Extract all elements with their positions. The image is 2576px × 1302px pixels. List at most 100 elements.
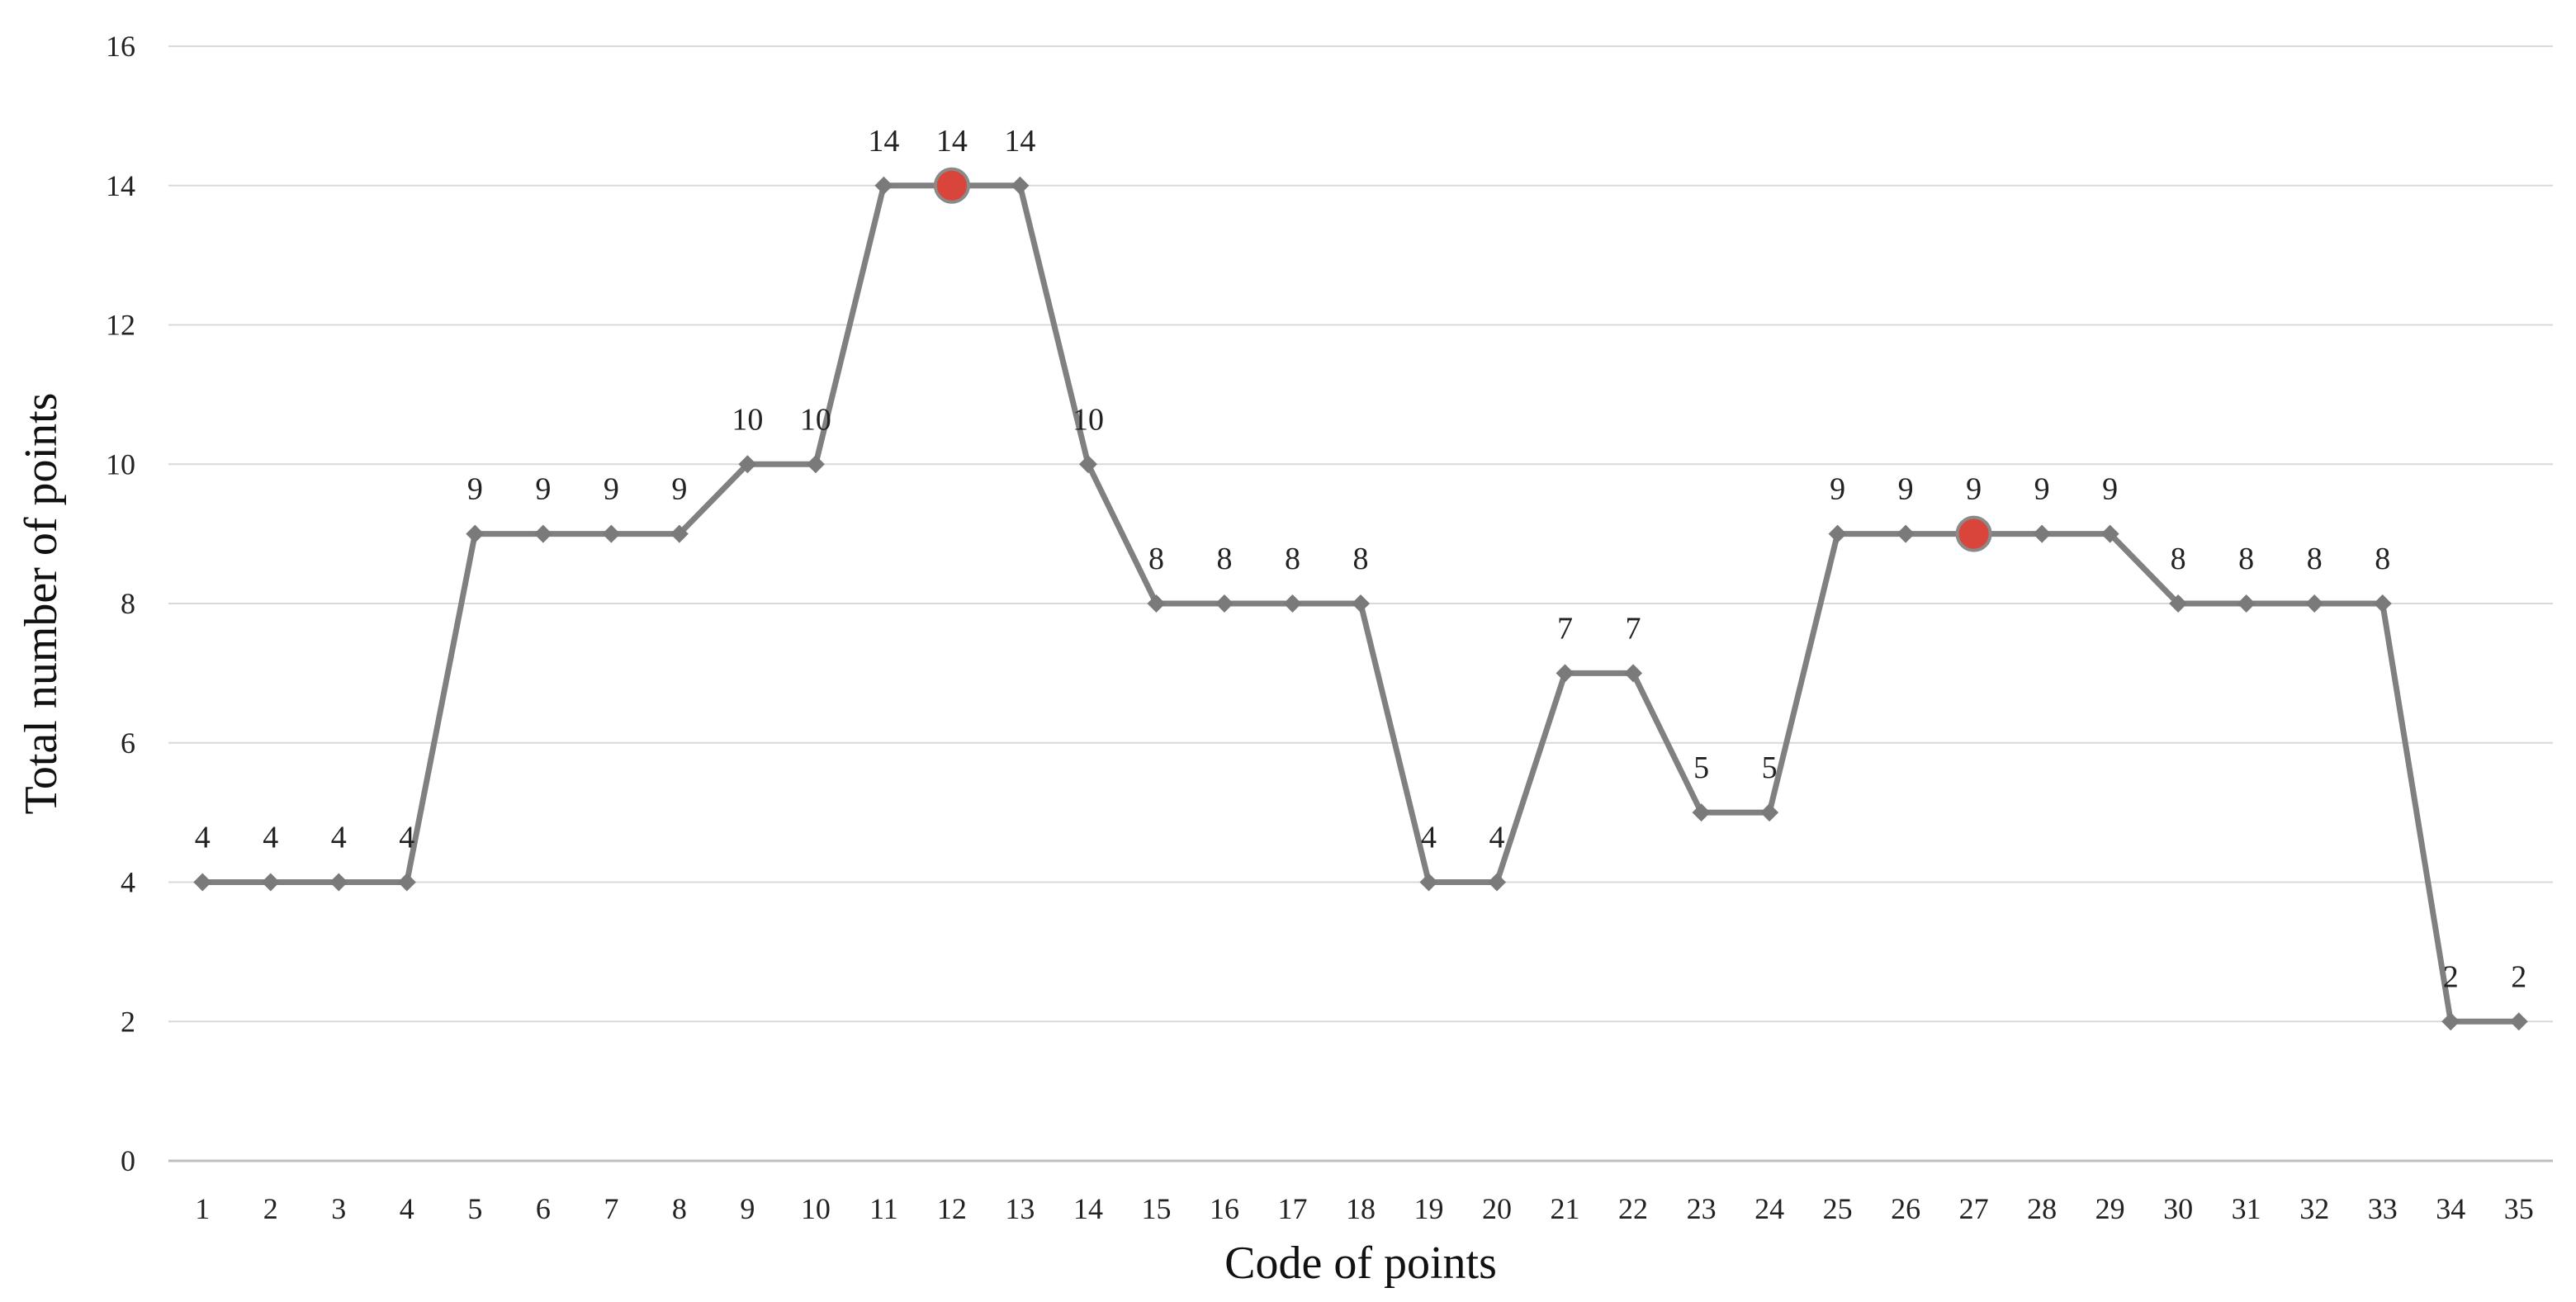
x-tick-label: 33 — [2368, 1192, 2398, 1225]
y-tick-label: 16 — [106, 30, 135, 63]
x-tick-label: 7 — [604, 1192, 618, 1225]
data-point-marker — [261, 873, 280, 892]
data-label: 4 — [263, 821, 278, 855]
data-label: 8 — [1353, 542, 1369, 576]
data-label: 4 — [1489, 821, 1505, 855]
x-tick-label: 2 — [263, 1192, 278, 1225]
x-tick-label: 10 — [801, 1192, 831, 1225]
y-tick-label: 8 — [121, 587, 135, 620]
data-point-marker — [329, 873, 348, 892]
x-tick-label: 22 — [1618, 1192, 1648, 1225]
x-axis-title: Code of points — [1224, 1238, 1497, 1289]
data-label: 14 — [1004, 124, 1035, 159]
data-point-marker — [2100, 524, 2119, 543]
data-label: 8 — [1285, 542, 1300, 576]
x-tick-label: 27 — [1959, 1192, 1989, 1225]
data-label: 14 — [936, 124, 968, 159]
data-label: 8 — [1148, 542, 1164, 576]
y-tick-label: 10 — [106, 447, 135, 481]
x-tick-label: 26 — [1891, 1192, 1920, 1225]
data-label: 7 — [1557, 611, 1573, 646]
data-label: 9 — [604, 472, 619, 507]
data-label: 9 — [1898, 472, 1914, 507]
data-label: 5 — [1762, 750, 1778, 785]
data-label: 8 — [2307, 542, 2323, 576]
data-label: 9 — [1830, 472, 1845, 507]
data-point-marker — [2033, 524, 2052, 543]
x-tick-label: 11 — [869, 1192, 898, 1225]
x-tick-label: 14 — [1073, 1192, 1103, 1225]
data-label: 9 — [1966, 472, 1982, 507]
data-label: 2 — [2443, 959, 2459, 994]
y-tick-label: 14 — [106, 169, 135, 202]
data-point-marker — [1011, 176, 1030, 195]
data-label: 4 — [331, 821, 347, 855]
x-tick-label: 17 — [1277, 1192, 1307, 1225]
data-point-marker — [670, 524, 689, 543]
data-labels: 4 4 4 4 9 9 9 9 10 10 14 14 14 10 8 8 8 8 4 4 7 7 5 5 9 9 9 9 9 8 8 8 8 2… — [195, 124, 2526, 995]
x-tick-label: 19 — [1414, 1192, 1444, 1225]
x-tick-label: 6 — [536, 1192, 551, 1225]
data-point-marker — [533, 524, 552, 543]
data-label: 4 — [1421, 821, 1437, 855]
x-tick-label: 16 — [1210, 1192, 1239, 1225]
y-tick-label: 12 — [106, 309, 135, 342]
x-tick-label: 5 — [467, 1192, 482, 1225]
data-point-marker — [1352, 594, 1370, 613]
data-label: 9 — [2102, 472, 2118, 507]
data-label: 8 — [2171, 542, 2186, 576]
x-tick-label: 30 — [2163, 1192, 2193, 1225]
data-label: 10 — [1073, 402, 1104, 437]
highlight-point — [933, 167, 970, 204]
x-tick-label: 31 — [2232, 1192, 2261, 1225]
data-label: 7 — [1626, 611, 1641, 646]
data-point-marker — [738, 455, 757, 474]
data-point-marker — [1078, 455, 1097, 474]
data-label: 9 — [671, 472, 687, 507]
data-point-marker — [1896, 524, 1915, 543]
data-label: 9 — [467, 472, 483, 507]
data-point-marker — [397, 873, 416, 892]
x-tick-label: 29 — [2095, 1192, 2125, 1225]
data-label: 10 — [732, 402, 763, 437]
data-point-marker — [1624, 664, 1643, 683]
x-tick-label: 24 — [1754, 1192, 1784, 1225]
x-tick-label: 35 — [2504, 1192, 2534, 1225]
data-point-marker — [1147, 594, 1166, 613]
data-label: 8 — [2375, 542, 2390, 576]
x-tick-label: 15 — [1141, 1192, 1171, 1225]
data-point-marker — [1488, 873, 1507, 892]
data-point-marker — [2373, 594, 2392, 613]
data-point-marker — [193, 873, 212, 892]
y-tick-label: 0 — [121, 1144, 135, 1177]
data-label: 9 — [2034, 472, 2050, 507]
data-point-marker — [806, 455, 825, 474]
data-label: 14 — [868, 124, 899, 159]
x-tick-label: 32 — [2299, 1192, 2329, 1225]
data-label: 10 — [800, 402, 831, 437]
x-tick-label: 28 — [2027, 1192, 2057, 1225]
data-point-marker — [1692, 803, 1711, 822]
x-tick-label: 21 — [1551, 1192, 1580, 1225]
y-tick-label: 6 — [121, 727, 135, 760]
data-point-marker — [1760, 803, 1779, 822]
x-tick-label: 20 — [1482, 1192, 1512, 1225]
data-point-marker — [2305, 594, 2324, 613]
x-tick-label: 9 — [740, 1192, 755, 1225]
x-tick-label: 13 — [1005, 1192, 1035, 1225]
data-label: 4 — [195, 821, 211, 855]
y-tick-label: 4 — [121, 866, 135, 899]
data-point-marker — [1556, 664, 1574, 683]
data-label: 4 — [399, 821, 414, 855]
data-point-marker — [1215, 594, 1234, 613]
x-tick-label: 3 — [331, 1192, 346, 1225]
data-point-marker — [2441, 1012, 2460, 1031]
x-tick-label: 8 — [672, 1192, 687, 1225]
data-point-marker — [2169, 594, 2188, 613]
highlight-point — [1955, 515, 1992, 552]
x-tick-label: 18 — [1346, 1192, 1376, 1225]
x-tick-label: 25 — [1823, 1192, 1853, 1225]
data-point-marker — [874, 176, 893, 195]
x-axis-tick-labels: 1 2 3 4 5 6 7 8 9 10 11 12 13 14 15 16 17 18 19 20 21 22 23 24 2… — [195, 1192, 2533, 1225]
